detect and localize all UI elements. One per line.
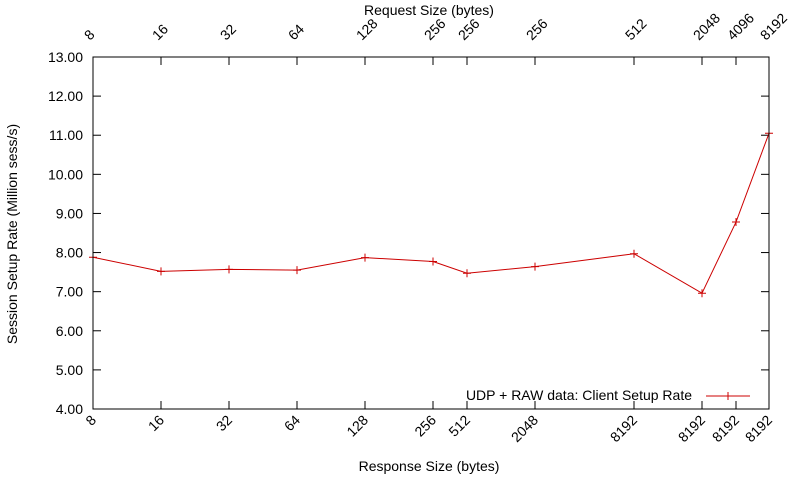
y-tick-label: 10.00: [48, 166, 83, 182]
x2-tick-label: 256: [455, 15, 483, 43]
x-tick-label: 8192: [607, 412, 640, 445]
x-axis-label: Response Size (bytes): [359, 458, 500, 474]
x2-tick-label: 2048: [690, 10, 723, 43]
x-tick-label: 8: [82, 412, 99, 429]
x-tick-label: 64: [281, 412, 303, 434]
y-axis-label: Session Setup Rate (Million sess/s): [4, 124, 20, 344]
x2-axis-label: Request Size (bytes): [364, 2, 494, 18]
y-tick-label: 13.00: [48, 49, 83, 65]
ticks-layer: 4.00 5.00 6.00 7.00 8.00 9.00 10.00 11.00 12.00 1…: [48, 10, 790, 446]
x2-tick-label: 256: [523, 15, 551, 43]
x-tick-label: 8192: [709, 412, 742, 445]
data-point: [531, 262, 539, 271]
x-tick-label: 128: [343, 412, 371, 440]
x-tick-label: 32: [213, 412, 235, 434]
x-tick-label: 2048: [508, 412, 541, 445]
x-tick-label: 8192: [742, 412, 775, 445]
x2-tick-label: 16: [149, 21, 171, 43]
y-tick-label: 12.00: [48, 88, 83, 104]
data-point: [361, 253, 369, 262]
x2-tick-label: 256: [421, 15, 449, 43]
x-tick-label: 16: [145, 412, 167, 434]
legend-label: UDP + RAW data: Client Setup Rate: [466, 387, 692, 403]
legend-marker: [724, 392, 732, 400]
x2-tick-label: 64: [285, 21, 307, 43]
x2-tick-label: 128: [353, 15, 381, 43]
y-tick-label: 4.00: [56, 401, 83, 417]
series-line: [92, 133, 770, 294]
data-point: [225, 265, 233, 274]
legend: UDP + RAW data: Client Setup Rate: [466, 387, 750, 403]
x-tick-label: 8192: [675, 412, 708, 445]
x2-tick-label: 8: [81, 26, 98, 43]
x2-tick-label: 4096: [724, 10, 757, 43]
data-point: [157, 267, 165, 276]
series-layer: [89, 129, 773, 298]
plot-frame: [92, 56, 770, 410]
data-point: [463, 269, 471, 278]
data-point: [429, 257, 437, 266]
y-tick-label: 7.00: [56, 284, 83, 300]
x2-tick-label: 512: [622, 15, 650, 43]
y-tick-label: 9.00: [56, 205, 83, 221]
y-tick-label: 11.00: [49, 127, 83, 143]
x-tick-label: 256: [411, 412, 439, 440]
data-point: [293, 266, 301, 275]
data-point: [698, 289, 706, 298]
y-tick-label: 8.00: [56, 245, 83, 261]
y-tick-label: 6.00: [56, 323, 83, 339]
x2-tick-label: 8192: [757, 10, 790, 43]
x-tick-label: 512: [445, 412, 473, 440]
data-point: [630, 249, 638, 258]
y-tick-label: 5.00: [56, 362, 83, 378]
data-point: [732, 218, 740, 227]
x2-tick-label: 32: [217, 21, 239, 43]
